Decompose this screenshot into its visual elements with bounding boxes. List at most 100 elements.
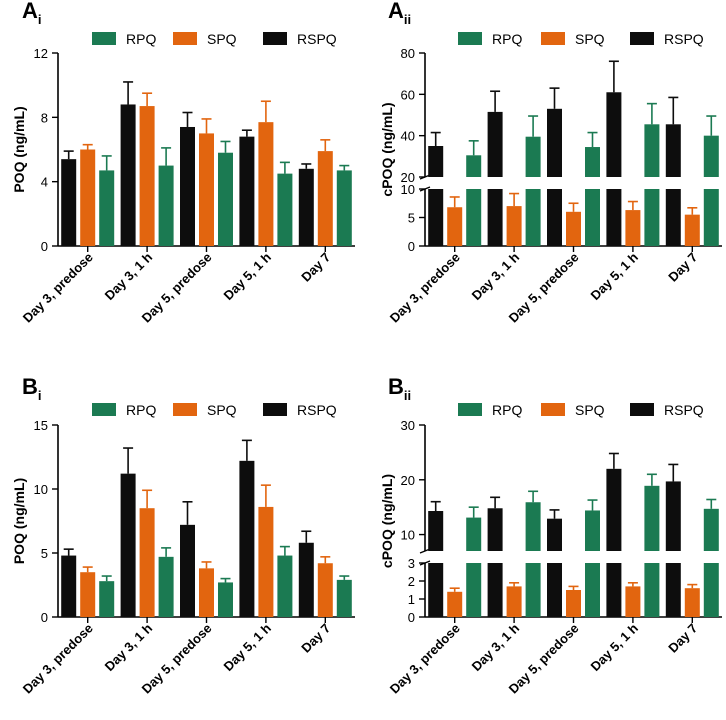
- legend-label-spq: SPQ: [207, 31, 237, 47]
- bar-rspq: [665, 189, 681, 246]
- x-tick-label: Day 5, 1 h: [220, 249, 274, 303]
- x-tick-label: Day 3, predose: [20, 621, 96, 697]
- y-tick-label: 60: [401, 87, 415, 102]
- bar-rspq: [428, 511, 444, 551]
- legend-swatch-rpq: [92, 403, 116, 416]
- y-tick-label: 10: [34, 482, 48, 497]
- bar-rpq: [466, 155, 482, 177]
- y-tick-label: 30: [401, 418, 415, 433]
- bar-rspq: [428, 146, 444, 177]
- bar-spq: [317, 563, 333, 617]
- y-axis-label: POQ (ng/mL): [11, 106, 27, 192]
- legend-label-rspq: RSPQ: [297, 31, 337, 47]
- bar-rpq: [158, 165, 174, 246]
- x-tick-label: Day 3, 1 h: [102, 620, 156, 674]
- bar-rspq: [547, 563, 562, 617]
- bar-spq: [258, 122, 274, 246]
- x-tick-label: Day 5, 1 h: [587, 249, 641, 303]
- x-tick-label: Day 7: [298, 621, 333, 656]
- y-tick-label: 5: [41, 546, 48, 561]
- legend-swatch-spq: [541, 32, 565, 45]
- bar-rpq: [703, 508, 719, 551]
- bar-rpq: [644, 124, 660, 177]
- bar-rpq: [99, 581, 115, 617]
- panel-label-sub: ii: [404, 12, 411, 27]
- bar-spq: [258, 506, 274, 617]
- panel-label-sub: ii: [404, 388, 411, 403]
- bar-spq: [139, 106, 155, 246]
- x-tick-label: Day 7: [665, 250, 700, 285]
- legend-label-rpq: RPQ: [492, 402, 522, 418]
- panel-Bii: Bii RPQ SPQ RSPQ cPOQ (ng/mL) 0 1 2 3 10 20 30 Day 3…: [379, 374, 722, 697]
- y-tick-label: 1: [408, 592, 415, 607]
- bar-rpq: [466, 563, 482, 617]
- y-tick-label: 10: [401, 182, 415, 197]
- bar-rspq: [239, 136, 255, 246]
- bar-rpq: [99, 170, 115, 246]
- legend-label-rspq: RSPQ: [664, 402, 704, 418]
- legend-swatch-rspq: [263, 32, 287, 45]
- x-tick-label: Day 3, 1 h: [102, 249, 156, 303]
- bar-spq: [625, 586, 641, 617]
- bar-rspq: [298, 168, 314, 246]
- y-tick-label: 5: [408, 211, 415, 226]
- bar-spq: [506, 586, 522, 617]
- bar-spq: [199, 133, 214, 246]
- bar-rpq: [644, 485, 660, 551]
- bar-rpq: [466, 189, 482, 246]
- panel-Ai: Ai RPQ SPQ RSPQ POQ (ng/mL) 0 4 8 12 Day 3, predo…: [11, 0, 355, 326]
- y-tick-label: 0: [408, 610, 415, 625]
- panel-label: Ai: [22, 0, 42, 27]
- bar-spq: [317, 151, 333, 246]
- x-tick-label: Day 3, predose: [20, 250, 96, 326]
- bar-rspq: [606, 563, 622, 617]
- bar-rpq: [525, 563, 541, 617]
- bar-rspq: [547, 518, 562, 551]
- bar-rpq: [585, 147, 600, 177]
- x-tick-label: Day 3, predose: [387, 621, 463, 697]
- legend-swatch-spq: [541, 403, 565, 416]
- bar-rpq: [218, 152, 233, 246]
- bar-rpq: [525, 136, 541, 177]
- legend-label-rpq: RPQ: [126, 402, 156, 418]
- bar-spq: [566, 590, 581, 617]
- bar-rspq: [665, 124, 681, 177]
- y-tick-label: 15: [34, 418, 48, 433]
- bar-rspq: [239, 460, 255, 617]
- bar-rspq: [547, 108, 562, 177]
- bar-rpq: [277, 555, 293, 617]
- bar-rpq: [644, 563, 660, 617]
- bar-rpq: [644, 189, 660, 246]
- panel-label: Bii: [388, 374, 411, 403]
- x-tick-label: Day 7: [665, 621, 700, 656]
- bar-rpq: [466, 517, 482, 551]
- bar-rpq: [585, 189, 600, 246]
- bar-spq: [684, 588, 700, 617]
- bar-rpq: [703, 135, 719, 177]
- legend-swatch-rpq: [458, 403, 482, 416]
- legend-swatch-rspq: [630, 32, 654, 45]
- bar-rspq: [298, 542, 314, 617]
- y-tick-label: 0: [41, 610, 48, 625]
- legend-label-spq: SPQ: [207, 402, 237, 418]
- bar-rspq: [120, 104, 136, 246]
- y-axis-label: cPOQ (ng/mL): [379, 474, 395, 568]
- legend-label-rspq: RSPQ: [297, 402, 337, 418]
- bar-rspq: [487, 111, 503, 177]
- bar-rspq: [180, 126, 195, 246]
- y-tick-label: 40: [401, 129, 415, 144]
- bar-spq: [80, 149, 96, 246]
- x-tick-label: Day 3, 1 h: [469, 249, 523, 303]
- bar-rspq: [61, 555, 77, 617]
- x-tick-label: Day 7: [298, 250, 333, 285]
- legend-swatch-rspq: [630, 403, 654, 416]
- legend-swatch-spq: [173, 32, 197, 45]
- panel-label-sub: i: [38, 388, 42, 403]
- bar-rpq: [703, 563, 719, 617]
- bar-rpq: [585, 510, 600, 551]
- bar-rspq: [487, 189, 503, 246]
- bar-rspq: [606, 189, 622, 246]
- bar-rpq: [218, 582, 233, 617]
